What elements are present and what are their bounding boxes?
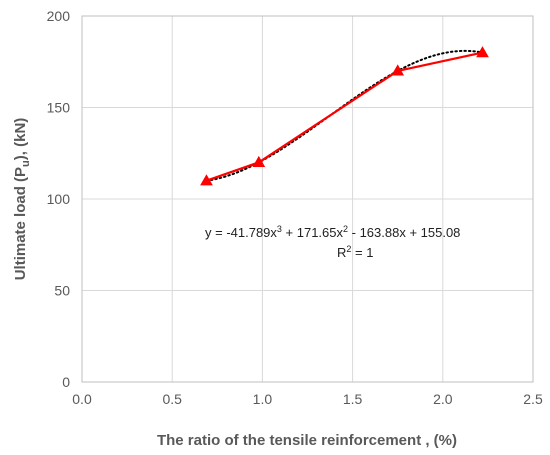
x-tick-label: 2.0 — [433, 391, 453, 407]
data-point-marker — [252, 155, 266, 168]
y-tick-label: 0 — [62, 374, 70, 390]
x-tick-label: 1.0 — [253, 391, 273, 407]
series-line — [206, 51, 483, 182]
r-squared-label: R2 = 1 — [337, 244, 373, 260]
y-tick-label: 150 — [47, 100, 71, 116]
x-tick-label: 0.0 — [72, 391, 92, 407]
x-axis-title: The ratio of the tensile reinforcement ,… — [157, 432, 457, 449]
data-point-marker — [200, 174, 213, 186]
plot-area-border — [81, 15, 534, 383]
x-tick-label: 1.5 — [343, 391, 363, 407]
x-tick-label: 2.5 — [523, 391, 543, 407]
tick-labels: 0.0 0.5 1.0 1.5 2.0 2.5 0 50 100 150 200 — [47, 8, 543, 407]
y-axis-title-subscript: u — [20, 160, 32, 167]
y-tick-label: 100 — [47, 191, 71, 207]
y-axis-title-suffix: ), (kN) — [12, 118, 29, 161]
y-axis-title-main: Ultimate load (P — [12, 167, 29, 280]
trendline-equation: y = -41.789x3 + 171.65x2 - 163.88x + 155… — [205, 224, 460, 240]
x-tick-label: 0.5 — [162, 391, 182, 407]
data-point-marker — [391, 64, 405, 76]
series — [200, 46, 489, 186]
y-tick-label: 50 — [54, 283, 70, 299]
y-tick-label: 200 — [47, 8, 71, 24]
trendline-path — [205, 49, 484, 182]
trendline — [205, 49, 484, 182]
grid — [82, 16, 533, 382]
data-point-marker — [476, 46, 489, 58]
y-axis-title: Ultimate load (Pu), (kN) — [12, 118, 32, 281]
